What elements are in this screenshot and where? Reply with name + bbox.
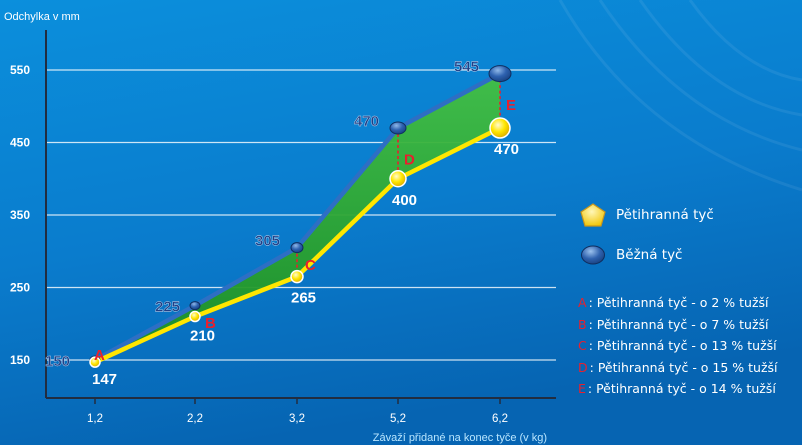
point-regular [389,121,407,135]
round-marker-icon [581,245,605,265]
point-regular [488,65,512,83]
x-tick-label: 3,2 [289,413,305,425]
point-pentagonal [189,310,201,323]
difference-area [95,73,500,363]
y-tick-label: 350 [10,208,30,222]
x-tick-label: 5,2 [390,413,406,425]
data-label-regular: 305 [255,233,280,250]
point-pentagonal [89,356,101,368]
annotation-item: D: Pětihranná tyč - o 15 % tužší [578,359,778,375]
annotation-item: E: Pětihranná tyč - o 14 % tužší [578,381,776,396]
difference-marker: D [404,151,415,168]
data-label-pentagonal: 210 [190,328,215,345]
annotation-item: C: Pětihranná tyč - o 13 % tužší [578,338,777,353]
y-tick-label: 550 [10,63,30,77]
data-label-pentagonal: 470 [494,141,519,158]
annotation-list: A: Pětihranná tyč - o 2 % tužší B: Pětih… [578,292,778,400]
legend-item-pentagonal: Pětihranná tyč [580,203,714,227]
data-label-regular: 470 [354,113,379,130]
data-label-regular: 225 [155,299,180,316]
point-pentagonal [389,170,407,188]
point-regular [290,242,304,254]
data-label-regular: 150 [45,353,70,370]
legend-label-pentagonal: Pětihranná tyč [616,207,714,223]
data-label-pentagonal: 265 [291,290,316,307]
annotation-item: B: Pětihranná tyč - o 7 % tužší [578,316,769,332]
x-tick-label: 6,2 [492,413,508,425]
difference-marker: A [94,347,105,364]
x-tick-label: 1,2 [87,413,103,425]
point-regular [189,301,201,311]
difference-marker: C [305,257,316,274]
point-pentagonal [489,117,511,139]
y-axis-title: Odchylka v mm [4,11,80,23]
data-label-pentagonal: 400 [392,192,417,209]
point-pentagonal [290,269,304,284]
data-label-pentagonal: 147 [92,371,117,388]
legend-label-regular: Běžná tyč [616,247,683,263]
annotation-item: A: Pětihranná tyč - o 2 % tužší [578,295,769,310]
difference-marker: B [205,315,216,332]
pentagon-marker-icon [580,203,606,227]
y-tick-label: 150 [10,353,30,367]
data-label-regular: 545 [454,59,479,76]
x-tick-label: 2,2 [187,413,203,425]
y-tick-label: 450 [10,136,30,150]
y-tick-label: 250 [10,281,30,295]
x-axis-title: Závaží přidané na konec tyče (v kg) [373,432,547,444]
legend-item-regular: Běžná tyč [580,243,682,267]
difference-marker: E [506,97,516,114]
